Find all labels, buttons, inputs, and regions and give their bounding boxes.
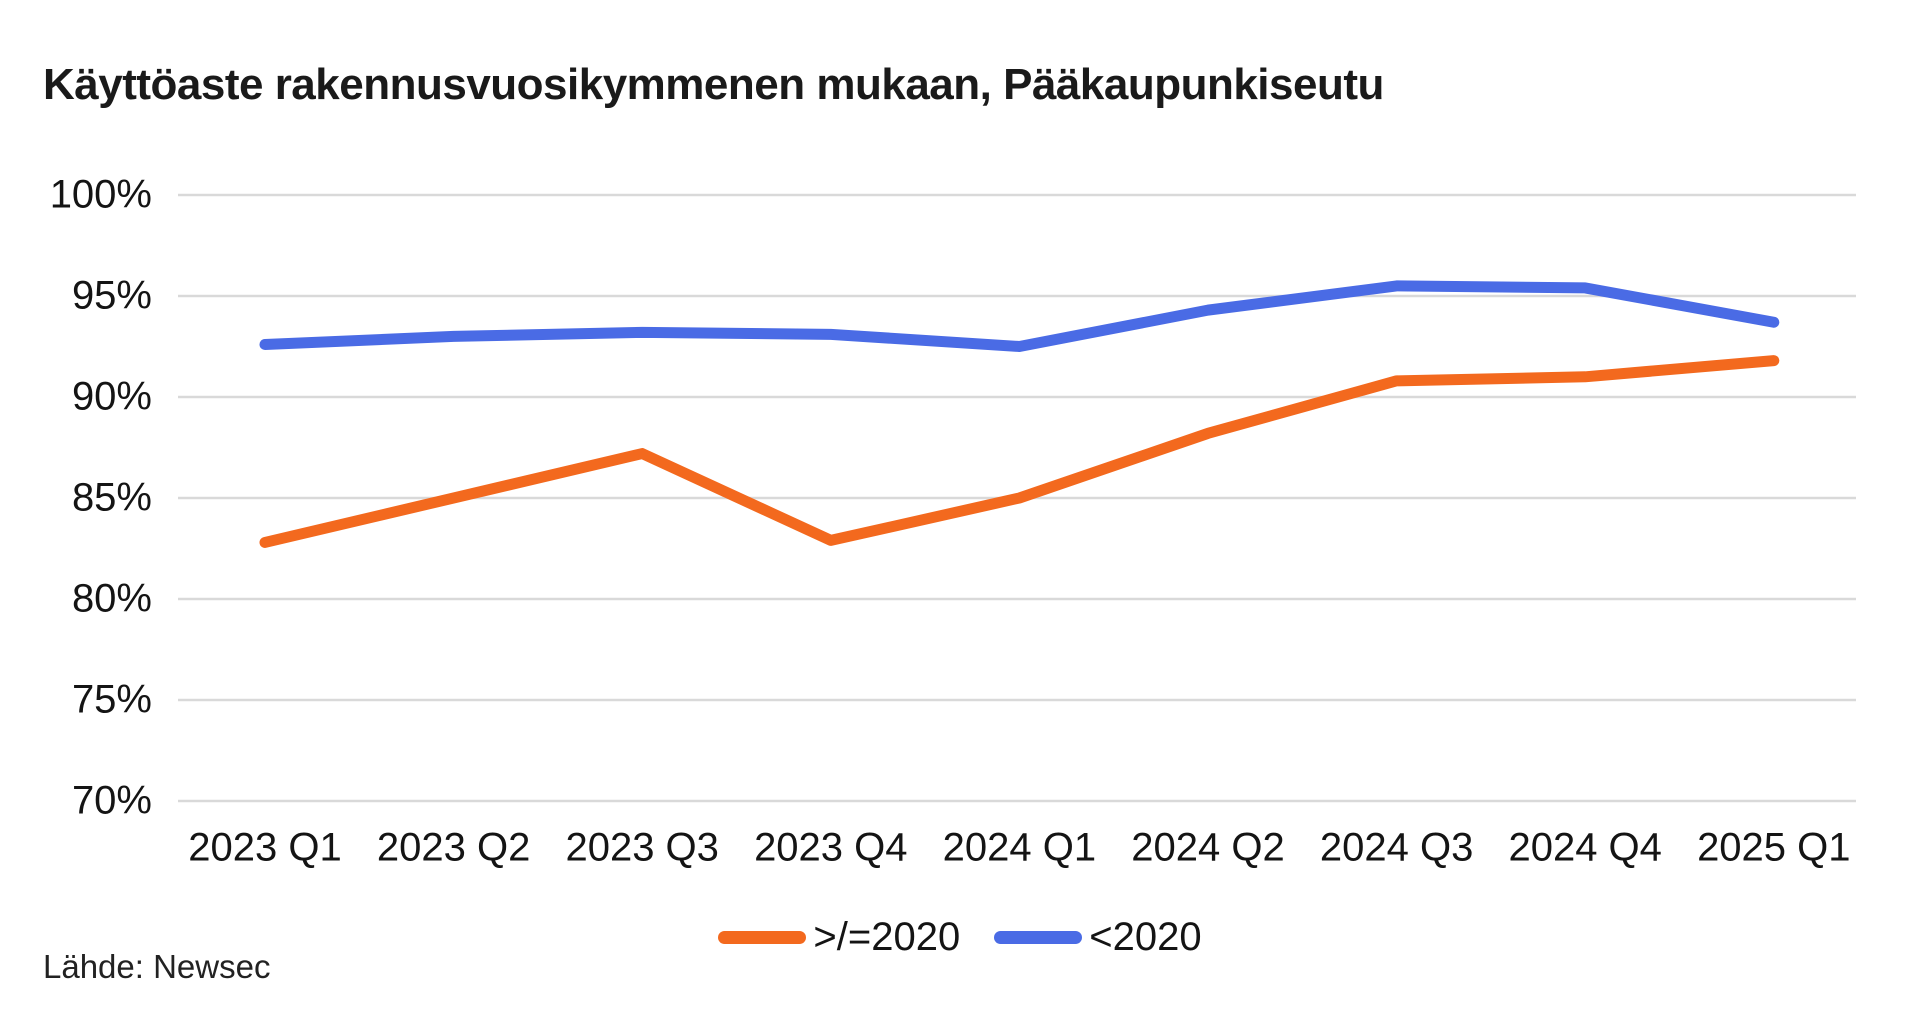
y-tick-label-100: 100% xyxy=(49,172,152,217)
x-tick-label-2024-q4: 2024 Q4 xyxy=(1508,825,1662,870)
y-tick-label-85: 85% xyxy=(71,475,152,520)
x-tick-label-2023-q2: 2023 Q2 xyxy=(376,825,531,870)
series-line-lt2020 xyxy=(259,280,1780,352)
x-tick-label-2024-q1: 2024 Q1 xyxy=(942,825,1097,870)
series-line-ge2020 xyxy=(259,355,1780,548)
legend-swatch-orange-icon xyxy=(718,930,807,944)
y-tick-label-70: 70% xyxy=(71,778,152,823)
y-tick-label-80: 80% xyxy=(71,576,152,621)
legend-entry-lt2020: <2020 xyxy=(994,914,1202,960)
legend-label-lt2020: <2020 xyxy=(1089,914,1202,959)
y-tick-label-75: 75% xyxy=(71,677,152,722)
chart-title: Käyttöaste rakennusvuosikymmenen mukaan,… xyxy=(43,60,1384,109)
legend-entry-ge2020: >/=2020 xyxy=(718,915,960,960)
source-note: Lähde: Newsec xyxy=(43,948,271,985)
y-tick-label-90: 90% xyxy=(71,374,152,419)
x-tick-label-2023-q1: 2023 Q1 xyxy=(188,825,342,870)
legend-swatch-blue-icon xyxy=(994,930,1083,944)
x-tick-label-2024-q2: 2024 Q2 xyxy=(1131,825,1285,870)
y-tick-label-95: 95% xyxy=(71,273,152,318)
x-tick-label-2023-q3: 2023 Q3 xyxy=(565,825,719,870)
x-tick-label-2023-q4: 2023 Q4 xyxy=(754,825,908,870)
legend-label-ge2020: >/=2020 xyxy=(813,914,961,959)
x-tick-label-2024-q3: 2024 Q3 xyxy=(1319,825,1474,870)
x-tick-label-2025-q1: 2025 Q1 xyxy=(1697,825,1851,870)
legend: >/=2020 <2020 xyxy=(0,912,1920,962)
